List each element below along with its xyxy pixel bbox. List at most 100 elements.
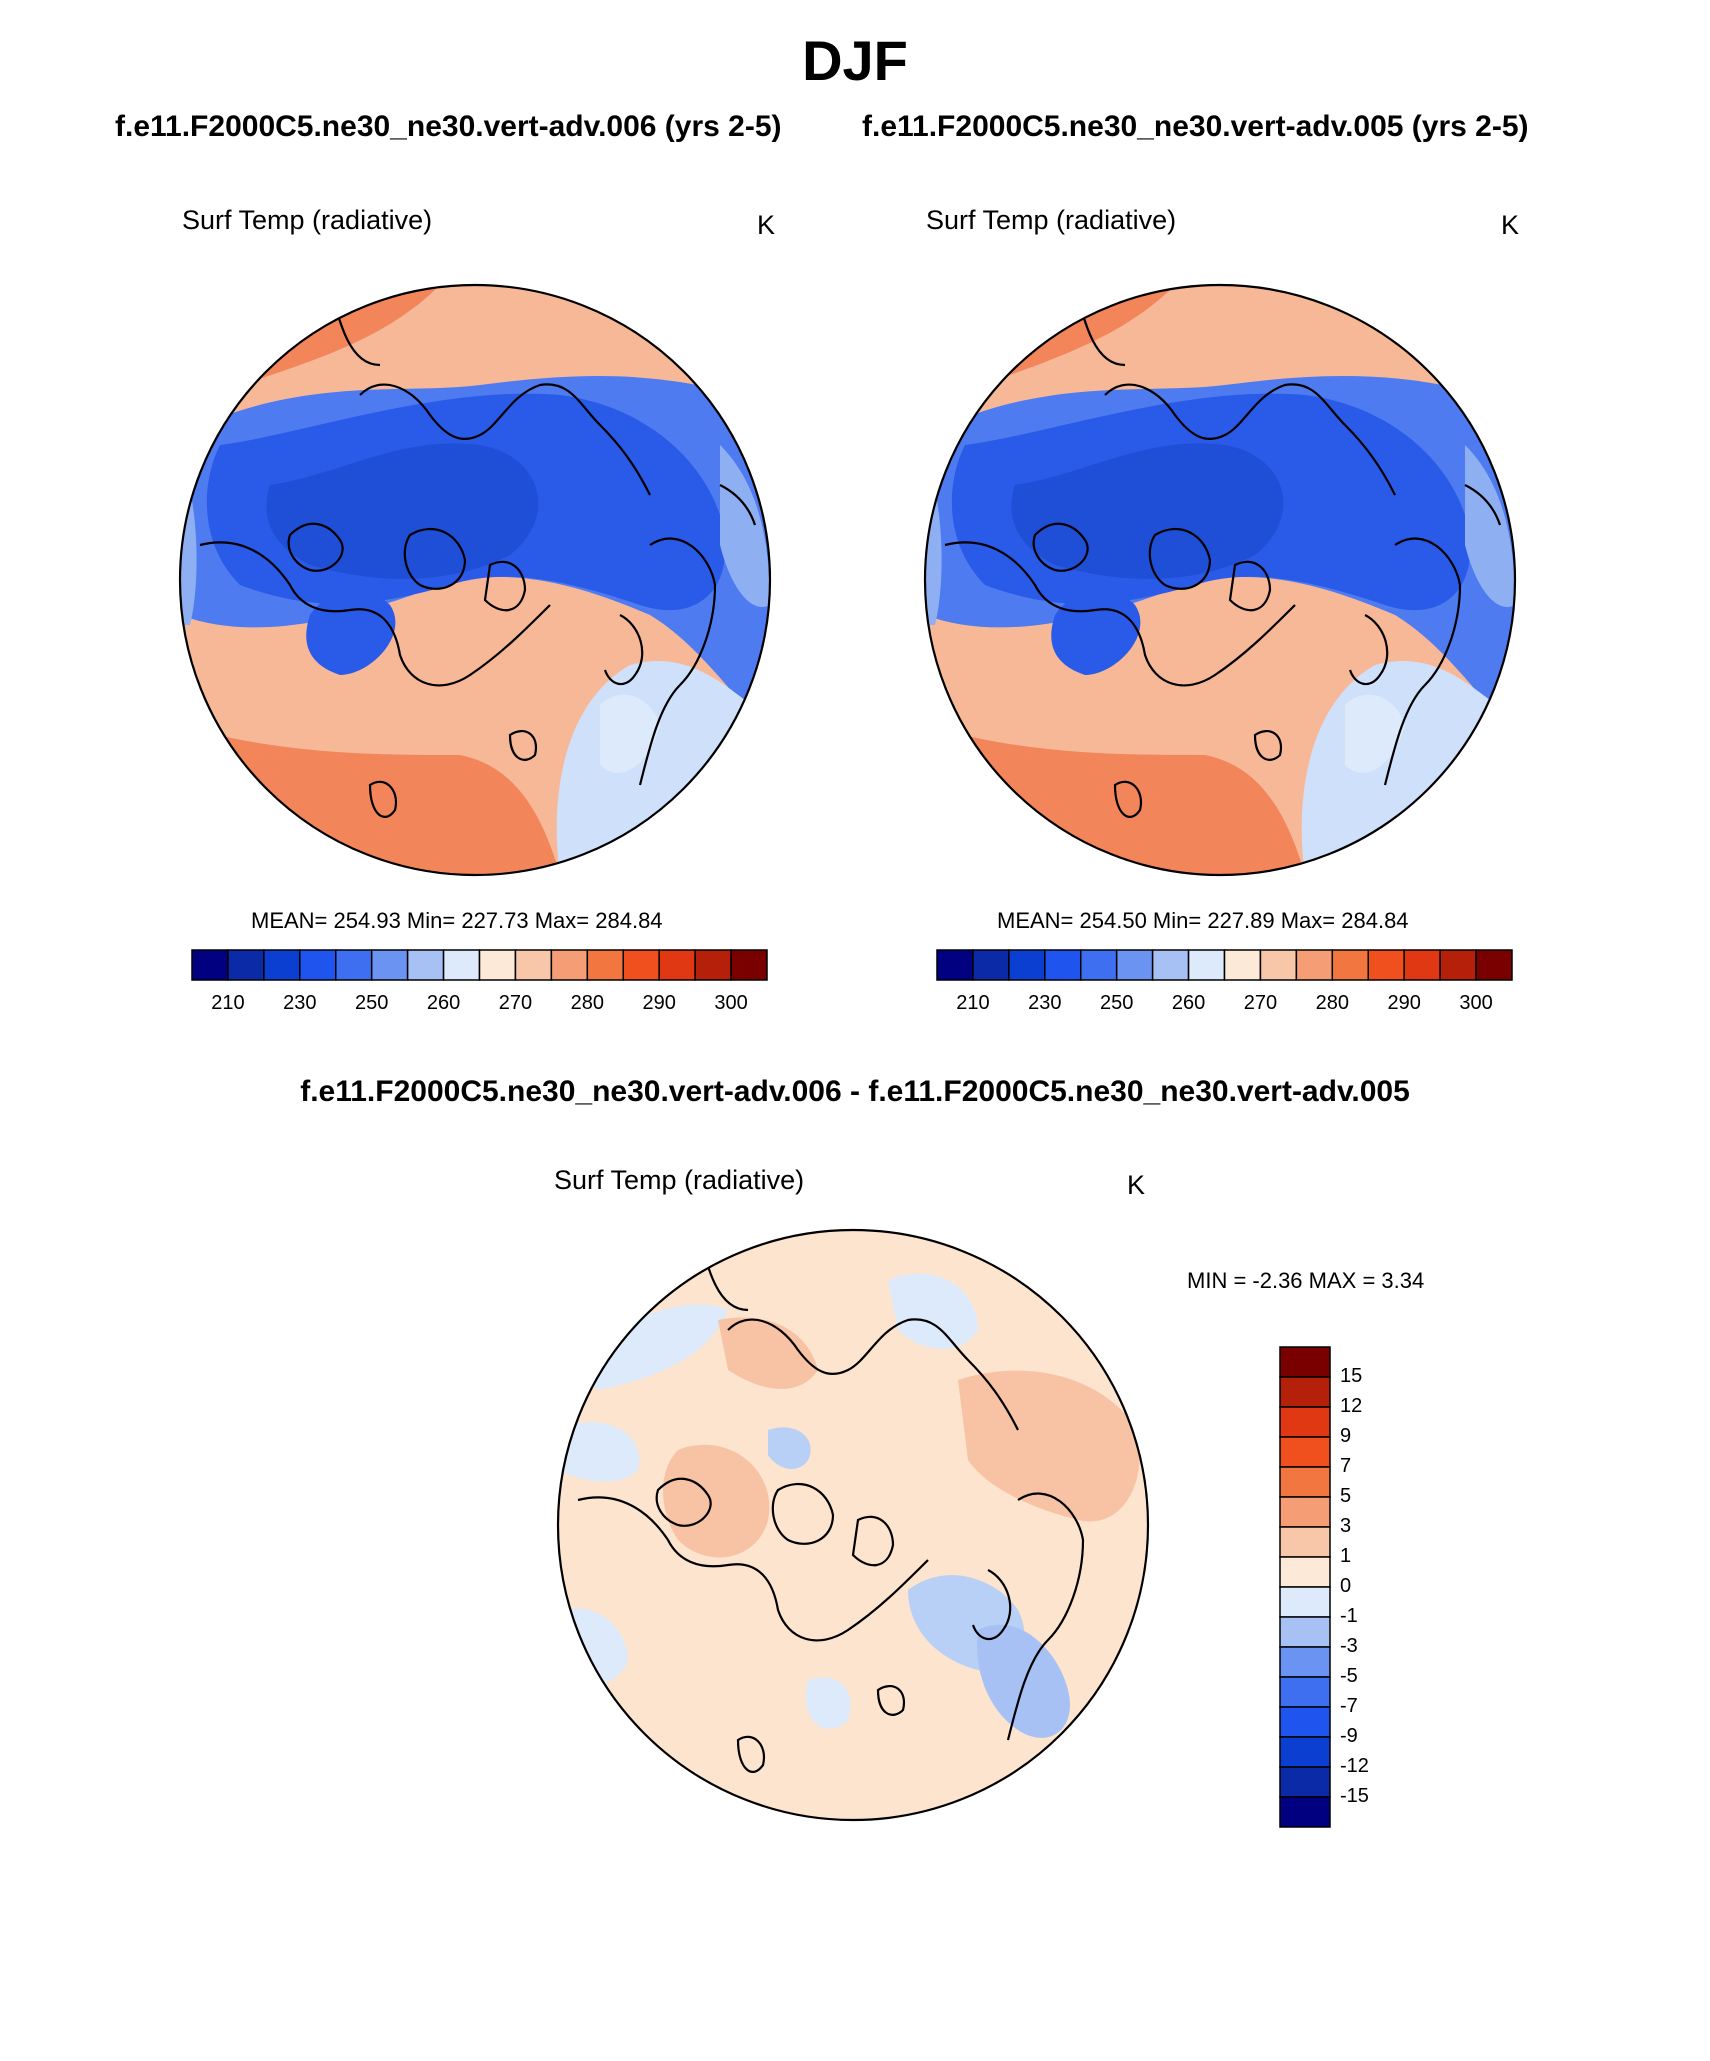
colorbar-box bbox=[442, 949, 481, 981]
colorbar-tick-label: -15 bbox=[1340, 1785, 1369, 1807]
colorbar-tick-label: 270 bbox=[498, 992, 533, 1014]
colorbar-tick-label: 250 bbox=[355, 992, 389, 1014]
colorbar-box bbox=[1279, 1796, 1331, 1828]
colorbar-box bbox=[1044, 949, 1082, 981]
left-case-title: f.e11.F2000C5.ne30_ne30.vert-adv.006 (yr… bbox=[115, 110, 782, 143]
colorbar-box bbox=[694, 949, 732, 981]
colorbar-tick-label: -12 bbox=[1340, 1755, 1369, 1777]
colorbar-tick-label: 280 bbox=[570, 992, 604, 1014]
colorbar-box bbox=[1279, 1346, 1331, 1378]
colorbar-box bbox=[1439, 949, 1477, 981]
colorbar-box bbox=[1279, 1376, 1331, 1408]
colorbar-box bbox=[586, 949, 624, 981]
difference-colorbar-ticks: 15 12 9 7 5 3 1 0 -1 -3 -5 -7 -9 -12 -15 bbox=[1340, 1347, 1400, 1827]
top-left-unit: K bbox=[757, 210, 776, 240]
top-left-map bbox=[178, 283, 772, 877]
colorbar-tick-label: 260 bbox=[1171, 992, 1206, 1014]
colorbar-tick-label: 9 bbox=[1340, 1425, 1352, 1447]
colorbar-box bbox=[1279, 1616, 1331, 1648]
colorbar-box bbox=[406, 949, 445, 981]
top-right-map bbox=[923, 283, 1517, 877]
colorbar-tick-label: -5 bbox=[1340, 1665, 1358, 1687]
colorbar-tick-label: 7 bbox=[1340, 1455, 1352, 1477]
top-right-unit: K bbox=[1501, 210, 1520, 240]
colorbar-box bbox=[1295, 949, 1334, 981]
colorbar-box bbox=[936, 949, 974, 981]
colorbar-box bbox=[1115, 949, 1154, 981]
top-left-stats: MEAN= 254.93 Min= 227.73 Max= 284.84 bbox=[251, 908, 663, 933]
colorbar-tick-label: 15 bbox=[1340, 1365, 1363, 1387]
colorbar-box bbox=[1279, 1736, 1331, 1768]
colorbar-box bbox=[1223, 949, 1262, 981]
colorbar-box bbox=[1279, 1526, 1331, 1558]
colorbar-box bbox=[1008, 949, 1046, 981]
colorbar-box bbox=[1475, 949, 1513, 981]
colorbar-tick-label: 1 bbox=[1340, 1545, 1352, 1567]
colorbar-tick-label: -7 bbox=[1340, 1695, 1358, 1717]
difference-colorbar bbox=[1279, 1346, 1331, 1828]
top-left-colorbar bbox=[191, 949, 768, 981]
colorbar-box bbox=[550, 949, 589, 981]
top-right-stats: MEAN= 254.50 Min= 227.89 Max= 284.84 bbox=[997, 908, 1409, 933]
difference-title: f.e11.F2000C5.ne30_ne30.vert-adv.006 - f… bbox=[300, 1075, 1410, 1108]
colorbar-tick-label: -9 bbox=[1340, 1725, 1358, 1747]
top-right-colorbar bbox=[936, 949, 1513, 981]
colorbar-box bbox=[191, 949, 229, 981]
colorbar-box bbox=[1279, 1676, 1331, 1708]
colorbar-box bbox=[972, 949, 1010, 981]
colorbar-box bbox=[1279, 1436, 1331, 1468]
colorbar-box bbox=[1279, 1766, 1331, 1798]
colorbar-box bbox=[1279, 1556, 1331, 1588]
bottom-unit: K bbox=[1127, 1170, 1146, 1200]
colorbar-tick-label: 210 bbox=[956, 992, 990, 1014]
colorbar-box bbox=[1279, 1706, 1331, 1738]
colorbar-box bbox=[1080, 949, 1118, 981]
colorbar-tick-label: 290 bbox=[1387, 992, 1421, 1014]
bottom-variable: Surf Temp (radiative) bbox=[554, 1165, 805, 1195]
colorbar-tick-label: 3 bbox=[1340, 1515, 1352, 1537]
colorbar-box bbox=[335, 949, 373, 981]
top-left-colorbar-ticks: 210 230 250 260 270 280 290 300 bbox=[192, 992, 767, 1022]
colorbar-box bbox=[1279, 1466, 1331, 1498]
colorbar-box bbox=[514, 949, 553, 981]
top-left-variable: Surf Temp (radiative) bbox=[182, 205, 433, 235]
colorbar-tick-label: 0 bbox=[1340, 1575, 1352, 1597]
colorbar-box bbox=[1279, 1586, 1331, 1618]
colorbar-box bbox=[658, 949, 696, 981]
colorbar-box bbox=[1279, 1406, 1331, 1438]
colorbar-tick-label: 290 bbox=[642, 992, 676, 1014]
colorbar-tick-label: 210 bbox=[211, 992, 245, 1014]
colorbar-tick-label: 260 bbox=[426, 992, 461, 1014]
colorbar-box bbox=[1403, 949, 1441, 981]
difference-map bbox=[556, 1228, 1150, 1822]
colorbar-tick-label: -3 bbox=[1340, 1635, 1358, 1657]
colorbar-box bbox=[1259, 949, 1298, 981]
top-right-variable: Surf Temp (radiative) bbox=[926, 205, 1177, 235]
difference-stats: MIN = -2.36 MAX = 3.34 bbox=[1187, 1268, 1425, 1293]
colorbar-tick-label: 280 bbox=[1315, 992, 1349, 1014]
colorbar-tick-label: 12 bbox=[1340, 1395, 1363, 1417]
colorbar-tick-label: 270 bbox=[1243, 992, 1278, 1014]
right-case-title: f.e11.F2000C5.ne30_ne30.vert-adv.005 (yr… bbox=[862, 110, 1529, 143]
colorbar-box bbox=[478, 949, 517, 981]
colorbar-tick-label: 230 bbox=[1028, 992, 1062, 1014]
colorbar-box bbox=[1151, 949, 1190, 981]
colorbar-box bbox=[227, 949, 265, 981]
colorbar-box bbox=[1279, 1646, 1331, 1678]
colorbar-box bbox=[263, 949, 301, 981]
colorbar-tick-label: 230 bbox=[283, 992, 317, 1014]
colorbar-box bbox=[1187, 949, 1226, 981]
colorbar-tick-label: -1 bbox=[1340, 1605, 1358, 1627]
colorbar-tick-label: 5 bbox=[1340, 1485, 1352, 1507]
colorbar-box bbox=[1331, 949, 1369, 981]
colorbar-tick-label: 300 bbox=[714, 992, 748, 1014]
colorbar-tick-label: 300 bbox=[1459, 992, 1493, 1014]
colorbar-box bbox=[299, 949, 337, 981]
colorbar-box bbox=[730, 949, 768, 981]
top-right-colorbar-ticks: 210 230 250 260 270 280 290 300 bbox=[937, 992, 1512, 1022]
colorbar-box bbox=[622, 949, 660, 981]
colorbar-box bbox=[1279, 1496, 1331, 1528]
colorbar-box bbox=[1367, 949, 1405, 981]
figure-title: DJF bbox=[802, 29, 908, 92]
colorbar-box bbox=[370, 949, 409, 981]
